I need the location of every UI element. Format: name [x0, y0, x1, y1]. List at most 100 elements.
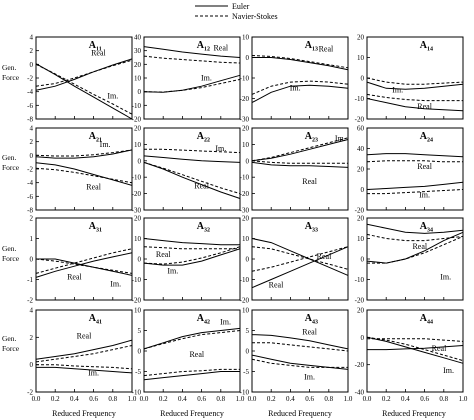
euler-curve [35, 63, 133, 120]
curve-label: Real [156, 250, 171, 259]
y-tick-label: -10 [132, 102, 142, 110]
y-tick-label: 4 [30, 125, 34, 133]
navier-stokes-curve [143, 246, 240, 250]
y-tick-label: -2 [27, 389, 33, 397]
x-tick-label: 0.6 [305, 395, 314, 403]
panel-a43: 10 5 0 -5 -100.0 0.2 0.4 0.6 0.8 1.0 A43 Real Im. [240, 307, 353, 404]
x-tick-label: 1.0 [459, 395, 468, 403]
navier-stokes-curve [35, 248, 133, 274]
navier-stokes-curve [251, 55, 349, 69]
y-tick-label: -20 [240, 190, 250, 198]
curve-label: Real [67, 273, 82, 282]
euler-curve [143, 371, 240, 381]
panel-a34: 20 10 0 -10 -20 A34 Real Im. [355, 215, 464, 305]
panel-frame [251, 36, 349, 120]
panel-title-subscript: 31 [96, 228, 102, 234]
navier-stokes-curve [143, 368, 240, 377]
y-tick-label: 40 [357, 145, 365, 153]
x-tick-label: 0.6 [420, 395, 429, 403]
x-tick-label: 0.4 [70, 395, 79, 403]
euler-curve [143, 327, 241, 350]
navier-stokes-curve [367, 235, 464, 264]
x-tick-label: 0.2 [159, 395, 168, 403]
y-tick-label: -30 [132, 207, 142, 215]
x-tick-label: 0.4 [401, 395, 410, 403]
y-tick-label: 0 [246, 54, 250, 62]
panel-title: A41 [89, 313, 102, 326]
panel-a41: 4 2 0 -20.0 0.2 0.4 0.6 0.8 1.0 A41 Real Im. [27, 307, 137, 404]
curve-label: Im. [167, 266, 178, 275]
y-tick-label: 20 [357, 307, 365, 315]
y-tick-label: -20 [355, 297, 365, 305]
y-tick-label: -10 [240, 389, 250, 397]
y-tick-label: -5 [243, 368, 249, 376]
y-tick-label: -5 [135, 368, 141, 376]
panel-a32: 20 10 0 -10 -20 A32 Real Im. [132, 215, 241, 305]
panel-title: A22 [197, 131, 210, 144]
y-tick-label: -10 [132, 276, 142, 284]
panel-frame [366, 309, 464, 393]
x-tick-label: 0.0 [363, 395, 372, 403]
y-tick-label: 2 [30, 138, 34, 146]
curve-label: Real [194, 182, 209, 191]
y-axis-label-row-1: Gen. Force [2, 63, 20, 82]
x-tick-label: 0.8 [324, 395, 333, 403]
y-tick-label: -10 [355, 95, 365, 103]
navier-stokes-curve [143, 78, 241, 93]
y-tick-label: 20 [134, 125, 142, 133]
panel-title-subscript: 24 [427, 138, 433, 144]
y-tick-label: 0 [361, 334, 365, 342]
navier-stokes-curve [36, 364, 133, 370]
euler-curve [36, 366, 133, 374]
y-tick-label: 10 [242, 235, 250, 243]
x-tick-label: 1.0 [128, 395, 137, 403]
curve-label: Real [269, 281, 284, 290]
x-tick-label: 0.2 [382, 395, 391, 403]
y-tick-label: 0 [138, 348, 142, 356]
navier-stokes-curve [251, 246, 349, 272]
euler-curve [251, 238, 349, 276]
y-tick-label: 10 [242, 307, 250, 315]
panel-frame [366, 127, 464, 211]
navier-stokes-curve [35, 258, 133, 274]
curve-label: Real [317, 252, 332, 261]
navier-stokes-curve [251, 137, 349, 162]
x-tick-label: 0.8 [108, 395, 117, 403]
y-axis-label-line2: Force [2, 254, 20, 263]
curve-label: Real [302, 328, 317, 337]
panel-a12: 40 30 20 10 0 -10 -20 A12 Real Im. [132, 34, 241, 124]
panel-title: A43 [305, 313, 318, 326]
curve-label: Im. [392, 85, 403, 94]
navier-stokes-curve [367, 189, 464, 195]
y-tick-label: -6 [27, 193, 33, 201]
y-tick-label: -6 [27, 102, 33, 110]
curve-label: Real [432, 344, 447, 353]
y-tick-label: 0 [30, 61, 34, 69]
panel-a24: 60 40 20 0 -20 A24 Real Im. [355, 125, 464, 215]
panel-title-subscript: 41 [96, 320, 102, 326]
y-tick-label: -10 [132, 174, 142, 182]
y-tick-label: -10 [355, 276, 365, 284]
y-tick-label: -4 [27, 179, 33, 187]
curve-label: Im. [88, 369, 99, 378]
legend: Euler Navier-Stokes [195, 2, 278, 21]
y-tick-label: 0 [246, 348, 250, 356]
y-tick-label: 0 [361, 186, 365, 194]
y-axis-label-row-4: Gen. Force [2, 334, 20, 353]
curve-label: Real [189, 350, 204, 359]
y-axis-label-line2: Force [2, 73, 20, 82]
y-tick-label: -10 [240, 174, 250, 182]
curve-label: Real [86, 183, 101, 192]
panel-title: A31 [89, 221, 102, 234]
navier-stokes-curve [143, 55, 241, 64]
navier-stokes-curve [366, 336, 464, 362]
legend-label-navier-stokes: Navier-Stokes [232, 12, 278, 21]
y-tick-label: 0 [138, 88, 142, 96]
euler-curve [143, 238, 240, 246]
panel-frame [251, 127, 349, 211]
euler-curve [366, 81, 464, 90]
y-axis-label-row-3: Gen. Force [2, 244, 20, 263]
curve-label: Real [213, 44, 228, 53]
panel-title: A24 [420, 131, 433, 144]
y-tick-label: 4 [30, 34, 34, 42]
